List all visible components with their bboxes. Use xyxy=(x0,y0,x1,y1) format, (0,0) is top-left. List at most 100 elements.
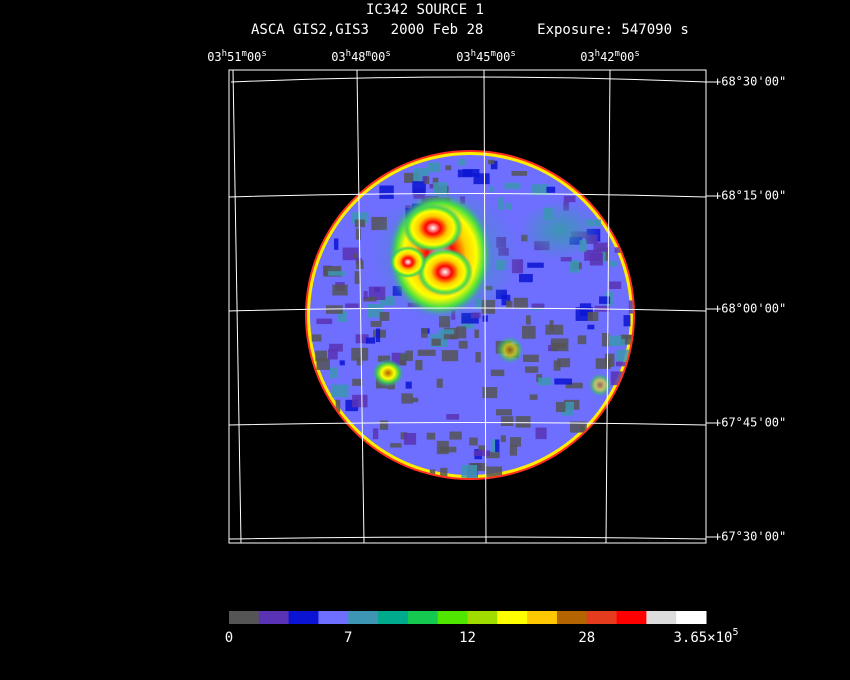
ra-unit: s xyxy=(634,49,639,59)
emission-blob xyxy=(588,373,612,397)
texture xyxy=(352,394,368,408)
texture xyxy=(331,384,349,398)
texture xyxy=(399,353,407,366)
texture xyxy=(525,366,539,373)
texture xyxy=(563,195,576,203)
texture xyxy=(473,173,490,185)
emission-blob xyxy=(403,204,463,252)
texture xyxy=(370,321,382,327)
texture xyxy=(417,349,436,356)
texture xyxy=(355,228,361,240)
ra-value: 03 xyxy=(456,50,470,64)
texture xyxy=(554,378,573,385)
texture xyxy=(403,433,417,445)
ra-value: 00 xyxy=(371,50,385,64)
texture xyxy=(328,271,346,276)
texture xyxy=(379,311,390,321)
texture xyxy=(496,409,512,416)
texture xyxy=(441,350,459,362)
ra-value: 03 xyxy=(331,50,345,64)
texture xyxy=(553,360,561,371)
ra-unit: m xyxy=(491,49,496,59)
texture xyxy=(311,334,322,342)
dec-label: +67°45'00" xyxy=(714,416,786,430)
texture xyxy=(415,359,423,371)
texture xyxy=(429,469,436,477)
texture xyxy=(332,284,348,296)
texture xyxy=(616,349,633,362)
grid-line xyxy=(228,193,707,198)
ra-unit: m xyxy=(366,49,371,59)
coordinate-grid xyxy=(228,69,707,544)
texture xyxy=(380,296,395,306)
texture xyxy=(599,296,611,304)
grid-line xyxy=(228,307,707,312)
texture xyxy=(615,361,632,367)
texture xyxy=(375,328,381,343)
texture xyxy=(412,397,419,403)
texture xyxy=(538,377,552,386)
colorbar-label-exp: 5 xyxy=(732,627,738,638)
colorbar-cell xyxy=(348,611,379,624)
texture xyxy=(325,305,343,314)
dec-label: +68°15'00" xyxy=(714,189,786,203)
ra-value: 00 xyxy=(247,50,261,64)
texture xyxy=(468,462,487,472)
ra-label: 03h42m00s xyxy=(580,49,640,64)
texture xyxy=(489,186,495,192)
ra-unit: h xyxy=(346,49,351,59)
texture xyxy=(593,242,608,252)
texture xyxy=(587,324,595,330)
texture xyxy=(345,303,359,308)
texture xyxy=(401,393,413,404)
colorbar-cell xyxy=(646,611,677,624)
colorbar-label: 28 xyxy=(578,630,595,646)
texture xyxy=(529,394,538,400)
texture xyxy=(550,338,569,352)
texture xyxy=(555,401,566,413)
texture xyxy=(426,162,441,173)
texture xyxy=(363,290,368,300)
texture xyxy=(456,326,467,339)
colorbar-cell xyxy=(586,611,618,624)
exposure: Exposure: 547090 s xyxy=(537,22,689,38)
texture xyxy=(604,353,615,367)
colorbar-label: 3.65×105 xyxy=(673,627,738,646)
ra-unit: h xyxy=(471,49,476,59)
texture xyxy=(316,318,333,325)
texture xyxy=(587,311,599,322)
texture xyxy=(458,340,468,349)
texture xyxy=(584,249,602,261)
ra-value: 00 xyxy=(496,50,510,64)
texture xyxy=(608,260,617,267)
emission-blob xyxy=(372,359,404,387)
colorbar-cell xyxy=(229,611,260,624)
texture xyxy=(527,262,544,268)
texture xyxy=(510,437,522,447)
texture xyxy=(577,335,587,345)
ra-value: 48 xyxy=(351,50,365,64)
texture xyxy=(446,414,460,420)
texture xyxy=(473,450,490,457)
ra-label: 03h48m00s xyxy=(331,49,391,64)
ra-value: 03 xyxy=(580,50,594,64)
texture xyxy=(367,304,383,318)
texture xyxy=(355,334,369,344)
date: 2000 Feb 28 xyxy=(391,22,484,38)
texture xyxy=(345,399,359,412)
ra-value: 42 xyxy=(600,50,614,64)
colorbar-cell xyxy=(556,611,588,624)
texture xyxy=(421,328,428,338)
image xyxy=(305,150,635,480)
texture xyxy=(379,420,389,430)
texture xyxy=(404,172,419,183)
texture xyxy=(531,184,549,196)
texture xyxy=(509,445,518,456)
texture xyxy=(372,428,379,440)
texture xyxy=(431,338,441,346)
texture xyxy=(491,439,499,453)
texture xyxy=(438,329,455,335)
texture xyxy=(422,176,427,182)
texture xyxy=(436,378,443,388)
